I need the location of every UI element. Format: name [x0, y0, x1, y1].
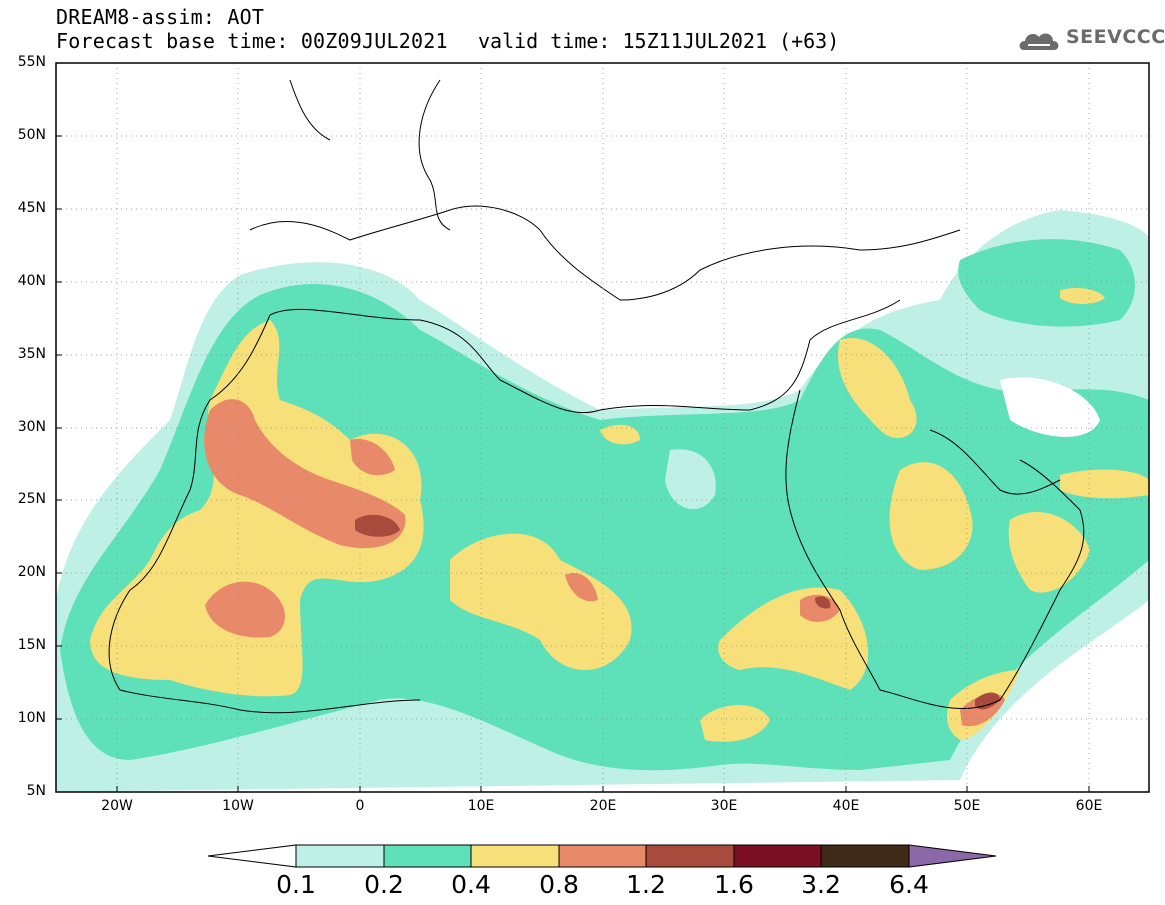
colorbar-label: 0.8	[539, 870, 579, 899]
aot-contour-0.8	[205, 581, 285, 638]
colorbar-swatch	[645, 844, 735, 868]
lat-label: 20N	[17, 564, 46, 580]
aot-contour-0.4	[90, 320, 424, 697]
colorbar-swatch	[733, 844, 822, 868]
aot-contour-0.4	[450, 533, 632, 670]
colorbar-max-arrow	[908, 844, 997, 868]
aot-contour-1.2	[975, 692, 1000, 710]
lat-label: 55N	[17, 54, 46, 70]
colorbar-label: 1.2	[626, 870, 666, 899]
lon-label: 40E	[832, 798, 860, 814]
lon-label: 10W	[222, 798, 254, 814]
axis-ticks	[56, 135, 1090, 792]
cloud-logo-icon	[1019, 33, 1059, 50]
aot-contour-0.8	[565, 572, 598, 602]
aot-contour-1.2	[815, 596, 831, 609]
lat-label: 30N	[17, 419, 46, 435]
aot-contour-0.4	[1060, 287, 1105, 304]
aot-contour-0.2	[958, 239, 1135, 327]
lon-label: 20W	[101, 798, 133, 814]
colorbar-swatch	[295, 844, 385, 868]
lat-label: 25N	[17, 491, 46, 507]
lat-label: 40N	[17, 273, 46, 289]
colorbar-swatch	[470, 844, 560, 868]
aot-field	[56, 63, 1149, 792]
lon-label: 60E	[1075, 798, 1103, 814]
aot-contour-0.8	[350, 439, 395, 476]
logo-text: SEEVCCC	[1066, 26, 1165, 48]
aot-contour-0.4	[889, 462, 973, 570]
aot-contour-0.8	[204, 399, 406, 549]
colorbar-label: 0.4	[451, 870, 491, 899]
aot-contour-0.4	[838, 338, 917, 439]
lat-label: 45N	[17, 200, 46, 216]
aot-contour-0.4	[1008, 511, 1090, 593]
colorbar-swatch	[820, 844, 910, 868]
lon-label: 30E	[710, 798, 738, 814]
colorbar-label: 1.6	[714, 870, 754, 899]
forecast-base-time: Forecast base time: 00Z09JUL2021	[56, 29, 448, 53]
colorbar-swatch	[558, 844, 647, 868]
colorbar	[207, 844, 997, 868]
lat-label: 50N	[17, 127, 46, 143]
lat-label: 35N	[17, 346, 46, 362]
lon-label: 10E	[467, 798, 495, 814]
colorbar-label: 3.2	[801, 870, 841, 899]
lon-label: 20E	[589, 798, 617, 814]
valid-time: valid time: 15Z11JUL2021 (+63)	[478, 29, 840, 53]
lat-label: 10N	[17, 710, 46, 726]
coastlines	[108, 79, 1085, 714]
aot-contour-0.8	[800, 594, 840, 622]
map-title: DREAM8-assim: AOT	[56, 5, 265, 29]
colorbar-swatch	[383, 844, 472, 868]
lat-label: 5N	[26, 783, 46, 799]
colorbar-min-arrow	[207, 844, 297, 868]
lat-label: 15N	[17, 637, 46, 653]
aot-contour-1.2	[355, 514, 400, 537]
aot-contour-0.4	[600, 424, 640, 445]
aot-contour-0.4	[700, 705, 770, 742]
lon-label: 50E	[953, 798, 981, 814]
colorbar-label: 0.2	[364, 870, 404, 899]
gridlines	[56, 63, 1149, 792]
aot-contour-0.4	[1060, 469, 1149, 499]
colorbar-label: 0.1	[276, 870, 316, 899]
colorbar-label: 6.4	[889, 870, 929, 899]
lon-label: 0	[355, 798, 365, 814]
